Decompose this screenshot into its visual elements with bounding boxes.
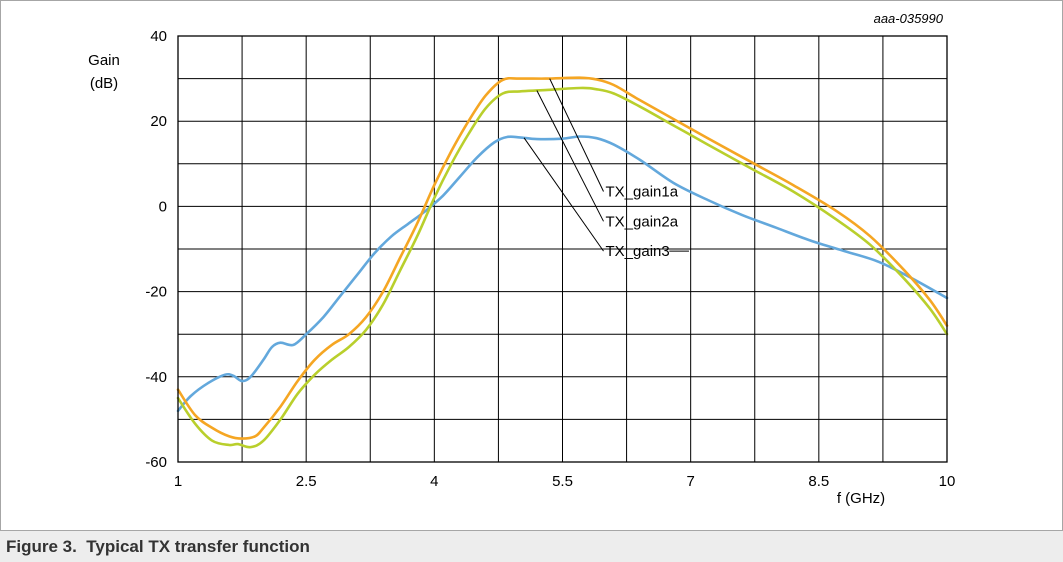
figure-caption: Figure 3. Typical TX transfer function [6,537,310,556]
x-tick-label: 4 [430,473,438,490]
labels-layer: 1 2.5 4 5.5 7 8.5 10 40 20 0 -20 -40 -60 TX_gain1a TX_… [145,28,955,490]
x-tick-label: 8.5 [808,473,829,490]
y-axis-label-line-1: Gain [88,52,120,69]
y-axis-label-line-2: (dB) [90,75,118,92]
annotation-leader-line [536,90,604,222]
annotation-label: TX_gain2a [606,213,679,230]
y-tick-label: -40 [145,369,167,386]
y-tick-label: 20 [150,113,167,130]
plot-border [177,35,948,463]
series-line-tx-gain3 [176,135,949,413]
y-tick-label: 0 [159,198,167,215]
annotation-leaders [523,78,689,252]
y-tick-label: -20 [145,284,167,301]
x-tick-label: 10 [939,473,956,490]
series-line-tx-gain2a [176,86,949,449]
x-tick-label: 5.5 [552,473,573,490]
series-layer [176,76,949,449]
x-axis-label: f (GHz) [837,490,885,507]
annotation-leader-line [549,78,604,192]
figure-frame: 1 2.5 4 5.5 7 8.5 10 40 20 0 -20 -40 -60 TX_gain1a TX_… [0,0,1063,531]
annotation-label: TX_gain1a [606,183,679,200]
figure-caption-bar: Figure 3. Typical TX transfer function [0,531,1063,562]
y-tick-label: -60 [145,454,167,471]
x-tick-label: 1 [174,473,182,490]
x-tick-label: 2.5 [296,473,317,490]
document-code: aaa-035990 [874,11,944,26]
annotation-label: TX_gain3 [606,243,670,260]
annotation-leader-line [523,137,604,252]
series-line-tx-gain1a [176,76,949,440]
x-tick-label: 7 [686,473,694,490]
grid [178,36,947,462]
gain-chart: 1 2.5 4 5.5 7 8.5 10 40 20 0 -20 -40 -60 TX_gain1a TX_… [88,11,955,507]
y-tick-label: 40 [150,28,167,45]
